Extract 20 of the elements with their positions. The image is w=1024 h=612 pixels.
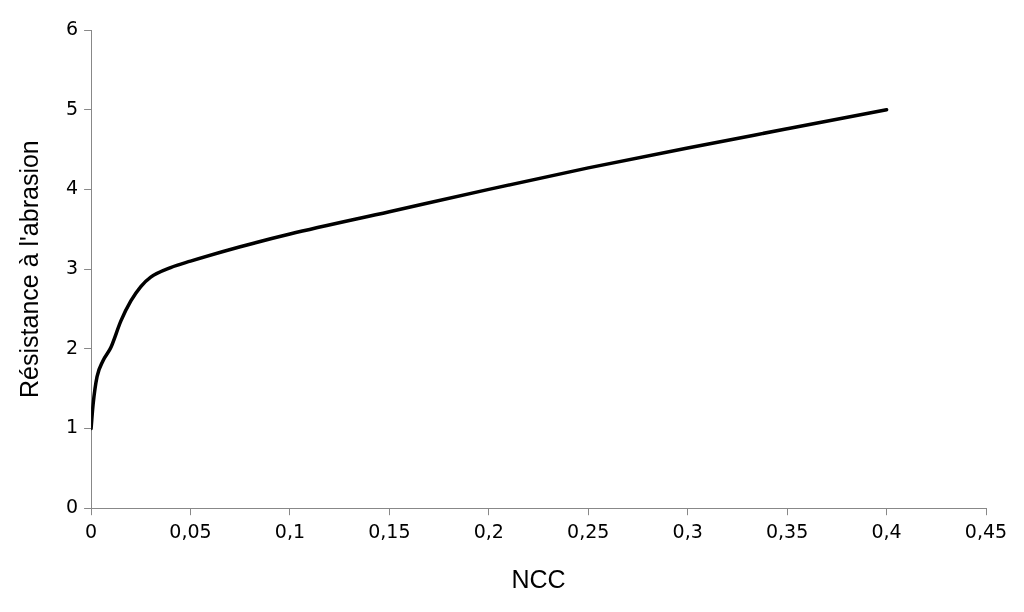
y-tick-label: 2 (65, 335, 79, 358)
x-tick-label: 0,2 (473, 519, 504, 542)
x-axis-title: NCC (511, 564, 566, 593)
x-tick-label: 0,15 (368, 519, 411, 542)
line-series (91, 107, 889, 431)
x-tick-label: 0,1 (274, 519, 306, 542)
y-axis-title: Résistance à l'abrasion (14, 140, 43, 398)
x-tick-label: 0,05 (169, 519, 212, 542)
x-tick-label: 0,4 (871, 519, 902, 542)
x-tick-label: 0,45 (964, 519, 1008, 542)
y-tick-label: 1 (65, 415, 79, 438)
x-tick-label: 0 (85, 519, 98, 542)
x-tick-label: 0,25 (567, 519, 610, 542)
x-tick-label: 0,3 (672, 519, 703, 542)
y-tick-label: 5 (65, 96, 79, 119)
y-tick-label: 3 (65, 256, 79, 279)
x-tick-label: 0,35 (765, 519, 809, 542)
y-tick-label: 0 (65, 495, 79, 518)
y-tick-label: 6 (65, 16, 79, 39)
y-tick-label: 4 (65, 176, 79, 199)
